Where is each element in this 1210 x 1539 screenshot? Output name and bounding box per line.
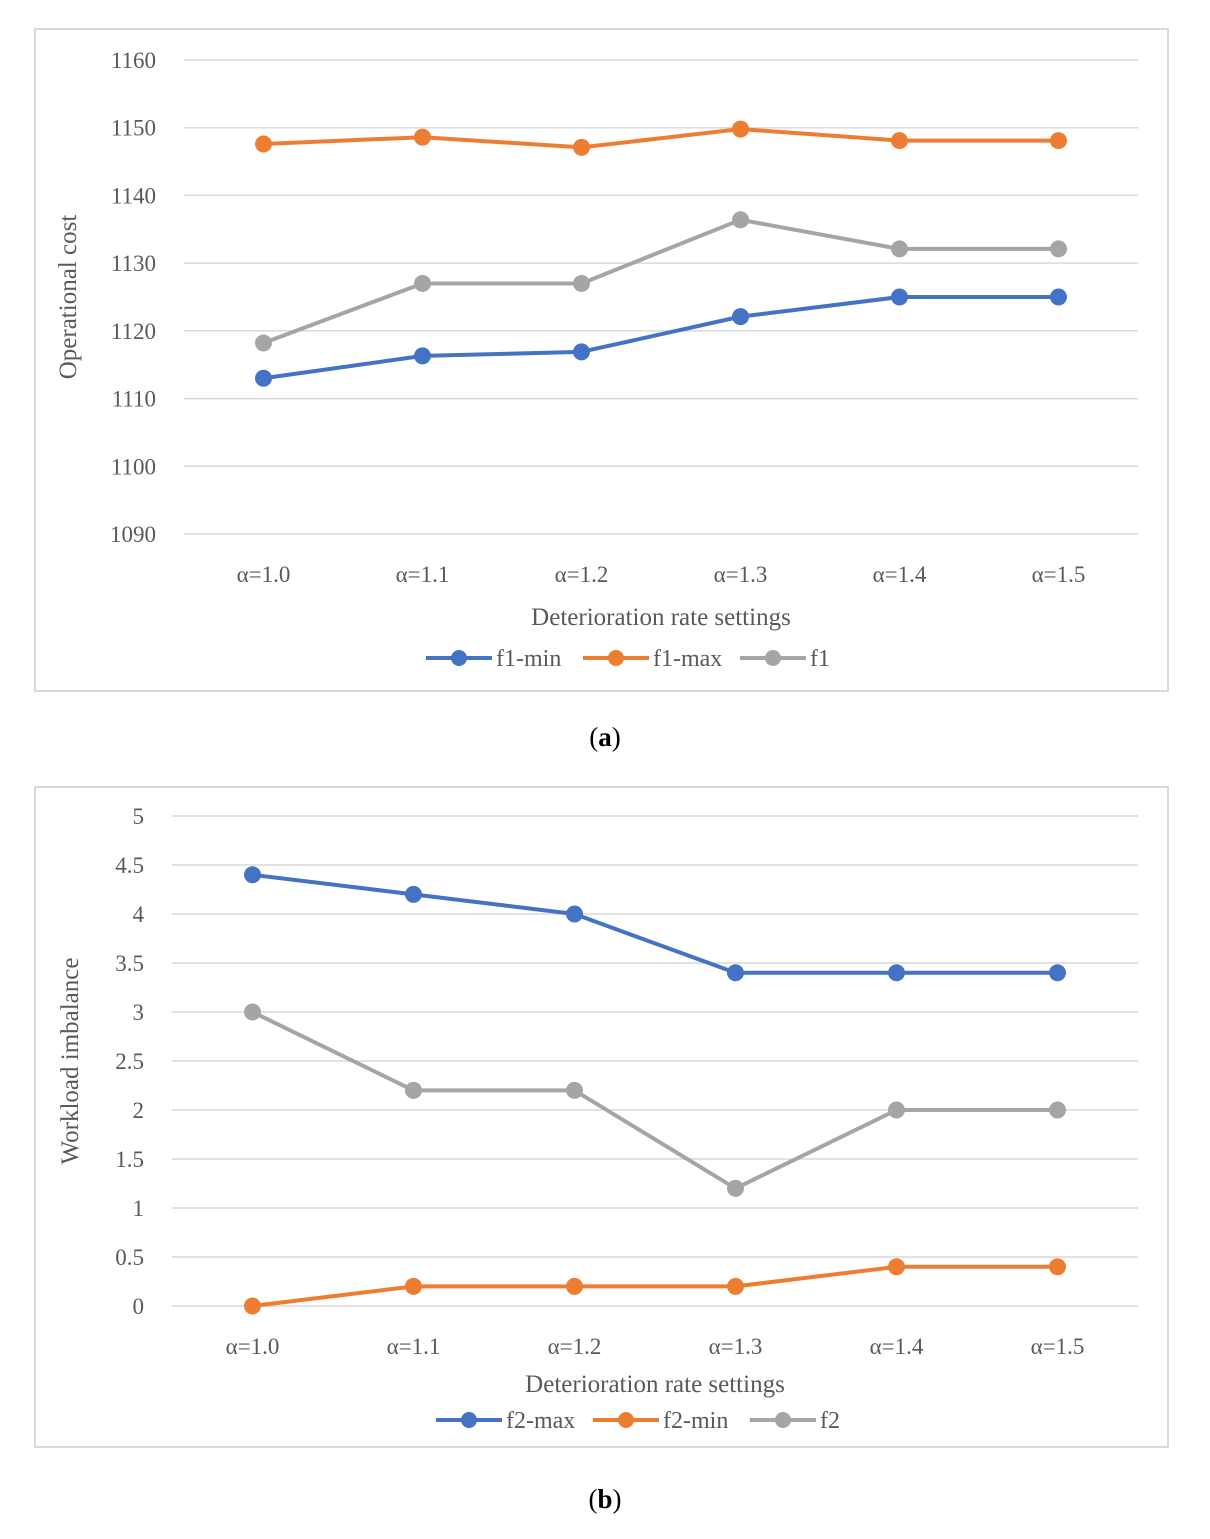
chart-a-point-f1-max [573,138,590,156]
chart-a-point-f1 [255,334,272,352]
chart-b-point-f2-max [727,964,744,982]
chart-a-xtick-label: α=1.4 [873,562,927,587]
chart-b-point-f2-max [888,964,905,982]
chart-b-svg: 0 0.5 1 1.5 2 2.5 3 3.5 4 4.5 5 α=1.0 α=1.1 α=1.2 α=1.… [57,804,1138,1434]
chart-a-point-f1 [891,240,908,258]
chart-b-ytick-label: 4 [133,902,145,927]
chart-b-point-f2-min [244,1297,261,1315]
chart-b-point-f2 [727,1179,744,1197]
chart-a-series-line-f1-min [263,295,1059,381]
caption-a: (a) [589,722,621,752]
chart-a-legend-label-f1: f1 [810,646,830,672]
chart-a-point-f1-max [414,128,431,146]
chart-b-y-axis-title: Workload imbalance [57,958,84,1165]
chart-a-legend-label-f1-min: f1-min [496,646,561,672]
chart-b-x-axis-title: Deterioration rate settings [525,1371,785,1398]
chart-panel-a: 1090 1100 1110 1120 1130 1140 1150 1160 α=1.0 α=1… [34,28,1169,692]
chart-a-point-f1 [732,211,749,229]
chart-b-point-f2 [405,1081,422,1099]
chart-b-point-f2-max [566,905,583,923]
chart-b-xtick-label: α=1.4 [870,1334,924,1359]
chart-b-ytick-label: 2 [133,1098,145,1123]
chart-b-series-line-f2 [251,1010,1058,1191]
chart-b-ytick-label: 3.5 [115,951,144,976]
chart-a-point-f1 [414,274,431,292]
chart-b-legend-marker-f2 [775,1412,791,1428]
chart-a-series-line-f1-max [263,127,1059,150]
chart-b-ytick-label: 3 [133,1000,145,1025]
chart-a-ytick-label: 1110 [112,387,156,412]
chart-b-series-line-f2-min [252,1264,1058,1308]
chart-a-series-line-f1 [262,217,1059,345]
chart-a-point-f1-min [1050,288,1067,306]
chart-a-legend-marker-f1-max [608,650,624,666]
chart-a-point-f1-min [891,288,908,306]
chart-a-point-f1-min [255,369,272,387]
chart-a-point-f1-max [255,135,272,153]
chart-b-legend-marker-f2-min [618,1412,634,1428]
caption-a-label: a [598,722,612,752]
chart-b-point-f2-max [244,866,261,884]
chart-b-point-f2-min [405,1277,422,1295]
chart-b-xtick-label: α=1.5 [1031,1334,1085,1359]
chart-a-point-f1-max [891,132,908,150]
chart-b-ytick-label: 4.5 [115,853,144,878]
chart-b-legend-marker-f2-max [461,1412,477,1428]
chart-a-legend-marker-f1-min [451,650,467,666]
chart-b-point-f2-min [566,1277,583,1295]
chart-a-xtick-label: α=1.3 [714,562,768,587]
chart-a-ytick-label: 1100 [111,454,156,479]
chart-a-ytick-label: 1150 [111,116,156,141]
chart-panel-b: 0 0.5 1 1.5 2 2.5 3 3.5 4 4.5 5 α=1.0 α=1.1 α=1.2 α=1.… [34,786,1169,1448]
chart-a-point-f1 [1050,240,1067,258]
chart-a-legend-marker-f1 [765,650,781,666]
chart-a-point-f1 [573,274,590,292]
chart-a-xtick-label: α=1.2 [555,562,609,587]
chart-a-point-f1-max [1050,132,1067,150]
chart-b-xtick-label: α=1.2 [548,1334,602,1359]
chart-b-legend-label-f2-max: f2-max [506,1408,575,1434]
chart-a-xtick-label: α=1.0 [237,562,291,587]
chart-a-y-axis-title: Operational cost [55,215,82,380]
chart-a-point-f1-max [732,120,749,138]
chart-b-ytick-label: 2.5 [115,1049,144,1074]
chart-b-point-f2-max [405,885,422,903]
chart-b-series-line-f2-max [252,872,1058,975]
chart-a-ytick-label: 1140 [111,183,156,208]
chart-a-point-f1-min [732,308,749,326]
chart-a-xtick-label: α=1.5 [1032,562,1086,587]
chart-b-xtick-label: α=1.3 [709,1334,763,1359]
chart-a-point-f1-min [414,347,431,365]
chart-b-ytick-label: 0 [133,1294,145,1319]
chart-b-point-f2-min [1049,1258,1066,1276]
caption-b: (b) [588,1484,622,1514]
chart-a-ytick-label: 1090 [110,522,156,547]
chart-a-point-f1-min [573,343,590,361]
caption-b-label: b [597,1484,613,1514]
chart-b-point-f2 [1049,1101,1066,1119]
chart-b-ytick-label: 5 [133,804,145,829]
chart-b-point-f2-max [1049,964,1066,982]
chart-a-ytick-label: 1130 [111,251,156,276]
chart-b-point-f2 [244,1003,261,1021]
chart-b-ytick-label: 1.5 [115,1147,144,1172]
chart-b-point-f2-min [727,1277,744,1295]
chart-a-svg: 1090 1100 1110 1120 1130 1140 1150 1160 α=1.0 α=1… [55,48,1138,672]
chart-a-legend-label-f1-max: f1-max [653,646,722,672]
chart-a-ytick-label: 1160 [111,48,156,73]
chart-a-x-axis-title: Deterioration rate settings [531,604,791,631]
chart-a-ytick-label: 1120 [111,319,156,344]
chart-b-ytick-label: 0.5 [115,1245,144,1270]
chart-b-point-f2 [888,1101,905,1119]
chart-b-legend-label-f2: f2 [820,1408,840,1434]
chart-b-legend-label-f2-min: f2-min [663,1408,728,1434]
chart-b-ytick-label: 1 [133,1196,145,1221]
chart-b-point-f2-min [888,1258,905,1276]
chart-b-xtick-label: α=1.0 [226,1334,280,1359]
chart-b-point-f2 [566,1081,583,1099]
chart-a-xtick-label: α=1.1 [396,562,450,587]
chart-b-xtick-label: α=1.1 [387,1334,441,1359]
